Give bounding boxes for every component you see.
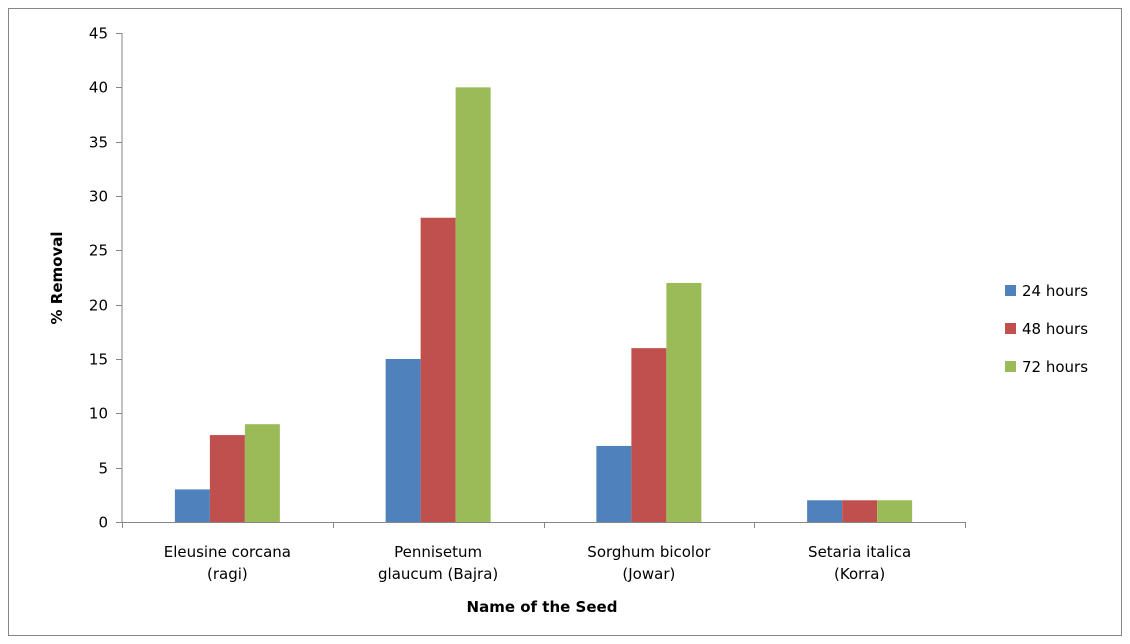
bars (174, 87, 913, 522)
y-tick-label: 45 (89, 25, 108, 43)
y-tick-label: 10 (89, 405, 108, 423)
x-tick-label-line: (Korra) (834, 565, 885, 583)
y-tick-label: 20 (89, 297, 108, 315)
chart-frame (8, 8, 1122, 636)
legend-label: 72 hours (1022, 358, 1088, 376)
y-tick-label: 40 (89, 79, 108, 97)
bar (455, 87, 491, 522)
x-tick-label-line: Setaria italica (808, 543, 911, 561)
bar (666, 282, 702, 522)
bar (244, 424, 280, 522)
bar (842, 500, 878, 522)
y-tick-label: 5 (98, 460, 108, 478)
bar (807, 500, 843, 522)
x-tick-label: Sorghum bicolor (Jowar) (587, 543, 711, 583)
legend-swatch (1005, 361, 1016, 372)
series-2 (244, 87, 913, 522)
x-tick-label-line: Eleusine corcana (164, 543, 291, 561)
bar (174, 489, 210, 522)
x-axis-title: Name of the Seed (467, 598, 618, 616)
x-tick-label: Eleusine corcana (ragi) (164, 543, 291, 583)
x-tick-label-line: (Jowar) (622, 565, 675, 583)
series-1 (209, 217, 878, 522)
legend-swatch (1005, 285, 1016, 296)
x-tick-label: Setaria italica (Korra) (808, 543, 911, 583)
y-tick-label: 25 (89, 242, 108, 260)
legend-swatch (1005, 323, 1016, 334)
legend-label: 48 hours (1022, 320, 1088, 338)
x-tick-label-line: Sorghum bicolor (587, 543, 711, 561)
bar (209, 435, 245, 522)
y-tick-label: 15 (89, 351, 108, 369)
x-tick-label-line: Pennisetum (394, 543, 482, 561)
bar (631, 348, 667, 522)
x-tick-label-line: (ragi) (207, 565, 248, 583)
bar (385, 359, 421, 522)
x-axis: Eleusine corcana (ragi) Pennisetum glaucum … (122, 522, 966, 583)
series-0 (174, 359, 843, 522)
y-axis-title: % Removal (48, 232, 66, 325)
bar (877, 500, 913, 522)
y-tick-label: 35 (89, 134, 108, 152)
y-tick-label: 30 (89, 188, 108, 206)
x-tick-label: Pennisetum glaucum (Bajra) (378, 543, 498, 583)
y-axis: 0 5 10 15 20 25 30 35 40 45 (89, 25, 123, 532)
bar (420, 217, 456, 522)
y-tick-label: 0 (98, 514, 108, 532)
legend-label: 24 hours (1022, 282, 1088, 300)
x-tick-label-line: glaucum (Bajra) (378, 565, 498, 583)
legend: 24 hours 48 hours 72 hours (1005, 282, 1088, 376)
bar (596, 445, 632, 522)
